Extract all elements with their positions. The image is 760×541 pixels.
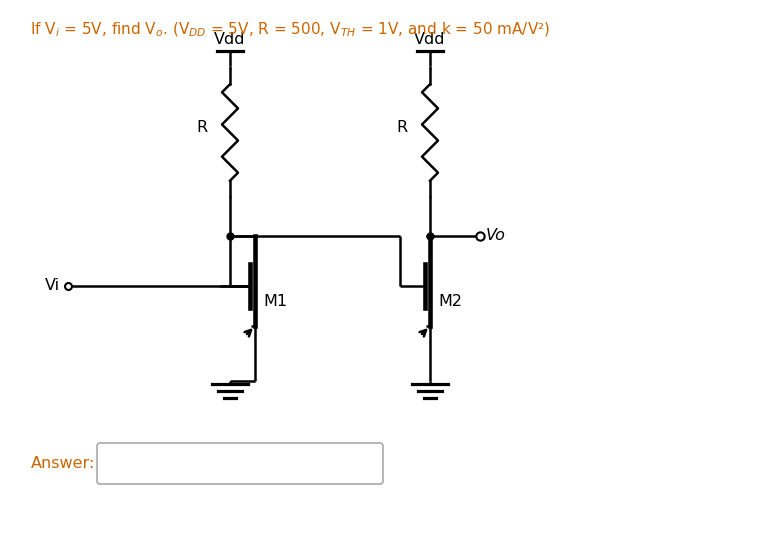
Text: If V$_i$ = 5V, find V$_o$. (V$_{DD}$ = 5V, R = 500, V$_{TH}$ = 1V, and k = 50 mA: If V$_i$ = 5V, find V$_o$. (V$_{DD}$ = 5…: [30, 21, 550, 39]
Text: Vdd: Vdd: [414, 32, 446, 47]
Text: M1: M1: [263, 294, 287, 309]
Text: Vdd: Vdd: [214, 32, 245, 47]
Text: R: R: [397, 120, 408, 135]
FancyBboxPatch shape: [97, 443, 383, 484]
Text: M2: M2: [438, 294, 462, 309]
Text: Answer:: Answer:: [30, 456, 95, 471]
Text: Vo: Vo: [486, 228, 506, 243]
Text: Vi: Vi: [45, 279, 60, 294]
Text: R: R: [197, 120, 208, 135]
